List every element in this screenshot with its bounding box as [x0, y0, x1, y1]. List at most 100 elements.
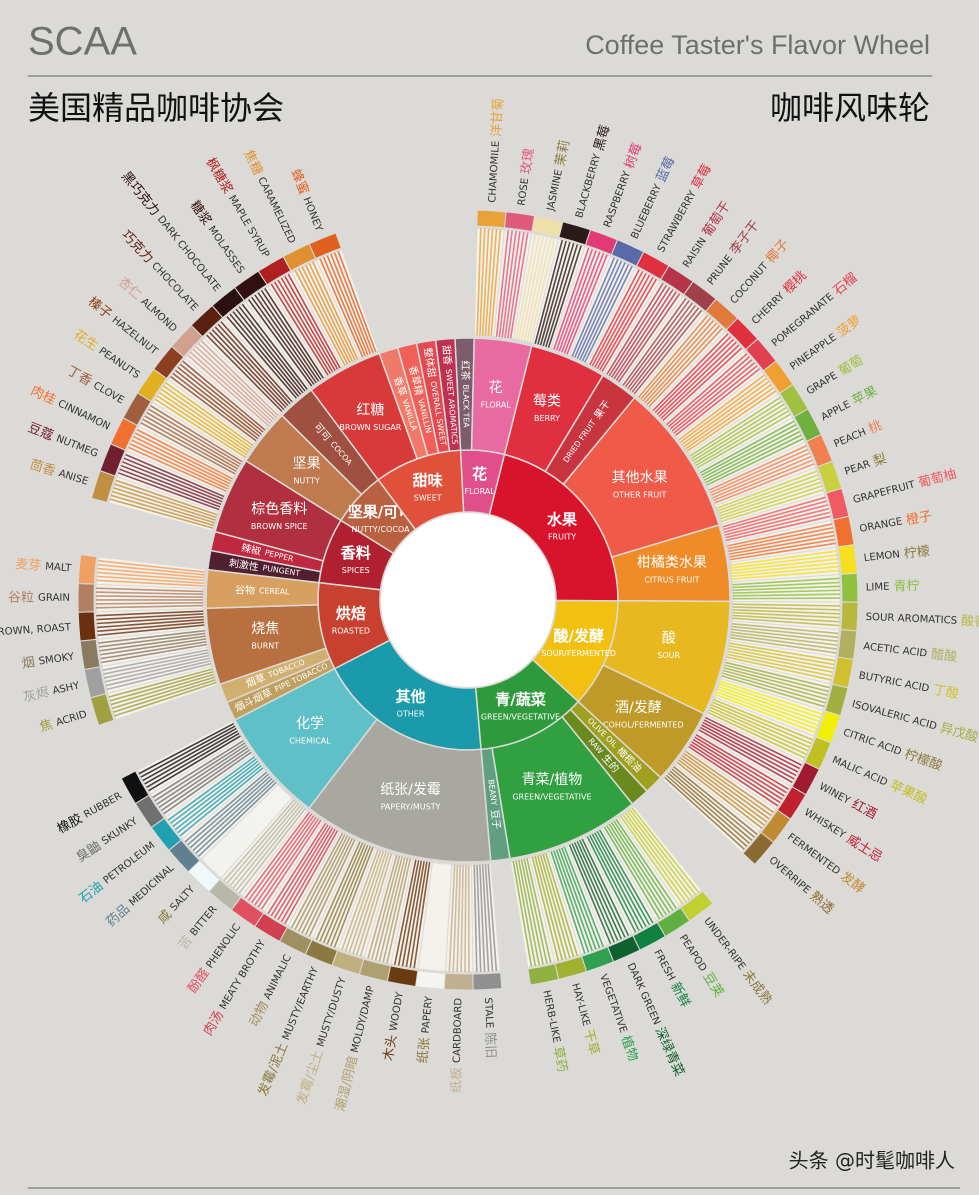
leaf-stripe — [386, 858, 412, 964]
leaf-stripe — [666, 774, 748, 847]
leaf-stripe — [96, 591, 204, 596]
leaf-stripe — [523, 858, 548, 964]
leaf-stripe — [322, 256, 366, 357]
leaf-stripe — [96, 587, 204, 593]
leaf-stripe — [608, 823, 667, 916]
leaf-stripe — [558, 250, 597, 352]
leaf-stripe — [247, 299, 313, 387]
leaf-stripe — [156, 395, 247, 456]
subcategory-label-cn: 棕色香料 — [251, 501, 307, 518]
leaf-stripe — [723, 500, 827, 531]
leaf-stripe — [705, 716, 802, 766]
subcategory-label-cn: 化学 — [296, 716, 324, 732]
leaf-stripe — [629, 809, 696, 896]
leaf-stripe — [624, 300, 690, 388]
leaf-stripe — [539, 241, 571, 346]
leaf-stripe — [319, 258, 364, 358]
leaf-stripe — [694, 736, 787, 794]
label-cn: 谷物 — [235, 583, 256, 597]
radial-label: STALE 陈旧 — [480, 997, 499, 1059]
leaf-stripe — [719, 481, 822, 517]
leaf-tip — [503, 211, 536, 233]
label-en: MALT — [45, 561, 73, 574]
leaf-tip — [837, 629, 858, 661]
subcategory-label-cn: 其他水果 — [612, 470, 668, 486]
subcategory-label-en: PAPERY/MUSTY — [381, 802, 441, 811]
leaf-stripe — [484, 864, 494, 972]
label-en: LEMON — [863, 549, 900, 564]
leaf-stripe — [545, 244, 579, 347]
leaf-stripe — [703, 719, 801, 770]
leaf-stripe — [130, 443, 228, 490]
subcategory-label-en: CHEMICAL — [289, 737, 331, 746]
leaf-stripe — [103, 651, 209, 675]
leaf-stripe — [545, 853, 579, 956]
leaf-stripe — [101, 643, 207, 664]
leaf-stripe — [251, 296, 315, 385]
leaf-stripe — [633, 309, 703, 395]
leaf-stripe — [709, 706, 809, 752]
leaf-stripe — [260, 819, 322, 910]
leaf-stripe — [673, 766, 758, 835]
leaf-stripe — [284, 275, 339, 370]
leaf-stripe — [603, 826, 661, 920]
leaf-stripe — [542, 243, 575, 347]
leaf-stripe — [133, 436, 231, 485]
leaf-stripe — [729, 538, 836, 558]
leaf-stripe — [319, 842, 364, 942]
leaf-stripe — [102, 649, 208, 672]
leaf-stripe — [712, 455, 812, 499]
leaf-stripe — [174, 369, 261, 438]
leaf-stripe — [229, 313, 300, 397]
leaf-stripe — [528, 238, 556, 343]
leaf-stripe — [629, 305, 696, 391]
leaf-stripe — [685, 387, 774, 450]
leaf-stripe — [717, 688, 819, 726]
leaf-stripe — [627, 302, 693, 390]
leaf-stripe — [96, 618, 204, 629]
label-cn: 玫瑰 — [517, 147, 536, 175]
leaf-stripe — [432, 863, 445, 971]
leaf-stripe — [264, 287, 324, 379]
label-cn: 纸张 — [415, 1037, 432, 1064]
leaf-stripe — [146, 732, 240, 789]
leaf-stripe — [96, 613, 204, 621]
leaf-stripe — [711, 452, 811, 496]
leaf-stripe — [274, 281, 332, 374]
leaf-stripe — [217, 795, 291, 877]
subcategory-label-en: BURNT — [251, 641, 279, 650]
leaf-stripe — [701, 724, 797, 777]
leaf-stripe — [624, 812, 690, 900]
label-cn: 辣椒 — [240, 541, 262, 558]
leaf-stripe — [730, 550, 837, 566]
leaf-stripe — [382, 857, 409, 963]
leaf-stripe — [671, 768, 755, 838]
leaf-stripe — [550, 851, 586, 954]
category-label-cn: 青/蔬菜 — [495, 690, 545, 708]
leaf-stripe — [714, 463, 815, 504]
leaf-stripe — [476, 228, 482, 336]
subtitle-cn: 咖啡风味轮 — [770, 89, 930, 127]
leaf-stripe — [622, 298, 687, 386]
leaf-stripe — [97, 563, 205, 576]
label-cn: 豆子 — [488, 809, 502, 830]
leaf-stripe — [566, 254, 608, 355]
leaf-stripe — [312, 261, 359, 360]
leaf-stripe — [615, 819, 677, 909]
leaf-stripe — [688, 745, 779, 807]
leaf-stripe — [512, 860, 533, 967]
label-cn: 纸板 — [449, 1067, 465, 1093]
leaf-stripe — [100, 640, 207, 660]
leaf-stripe — [589, 834, 640, 931]
leaf-stripe — [111, 490, 215, 524]
leaf-stripe — [732, 609, 840, 615]
leaf-stripe — [142, 418, 237, 473]
leaf-stripe — [131, 439, 230, 487]
subcategory-label-cn: 青菜/植物 — [522, 772, 583, 788]
leaf-stripe — [579, 262, 626, 361]
leaf-stripe — [301, 836, 351, 934]
leaf-stripe — [487, 229, 498, 336]
category-label-cn: 酸/发酵 — [553, 627, 603, 645]
leaf-stripe — [184, 771, 268, 843]
leaf-tip — [837, 544, 858, 575]
